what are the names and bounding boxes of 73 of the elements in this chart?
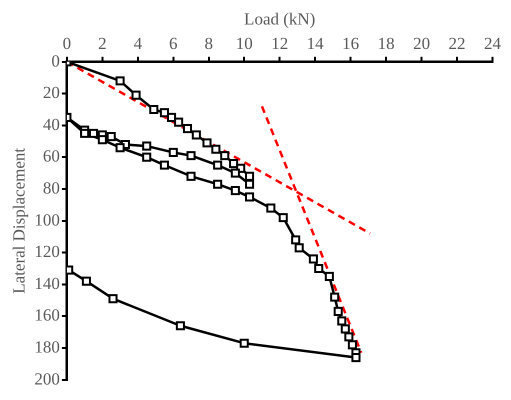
- point: [337, 316, 346, 326]
- point: [176, 321, 185, 330]
- x-tick-label: 22: [448, 34, 466, 54]
- point: [348, 340, 357, 350]
- x-tick-label: 2: [98, 34, 107, 54]
- point: [186, 172, 196, 181]
- x-axis-title: Load (kN): [244, 10, 316, 29]
- point: [202, 138, 212, 148]
- point: [211, 144, 220, 154]
- y-tick-label: 100: [34, 210, 60, 230]
- y-tick-label: 80: [42, 178, 60, 198]
- point: [116, 143, 125, 152]
- x-tick-label: 18: [378, 34, 395, 54]
- point: [229, 159, 238, 168]
- x-tick-label: 16: [342, 34, 360, 54]
- point: [106, 132, 116, 142]
- x-tick-label: 12: [271, 34, 288, 54]
- point: [344, 332, 354, 342]
- point: [149, 104, 158, 114]
- point: [174, 118, 184, 127]
- point: [142, 142, 152, 151]
- y-tick-label: 60: [42, 146, 60, 166]
- y-tick-label: 120: [34, 242, 60, 262]
- y-tick-label: 180: [34, 337, 60, 356]
- y-tick-label: 20: [42, 83, 60, 102]
- y-tick-label: 200: [34, 369, 60, 388]
- y-tick-label: 140: [34, 274, 60, 293]
- point: [132, 90, 141, 100]
- point: [240, 338, 249, 348]
- point: [334, 306, 343, 316]
- x-tick-label: 24: [484, 34, 502, 54]
- x-tick-label: 6: [169, 34, 178, 54]
- point: [142, 152, 152, 162]
- point: [330, 292, 340, 302]
- point: [291, 235, 300, 244]
- point: [80, 128, 90, 138]
- y-tick-label: 40: [42, 114, 60, 134]
- point: [213, 160, 222, 170]
- point: [166, 112, 176, 122]
- point: [220, 151, 230, 160]
- point: [308, 254, 318, 264]
- point: [192, 130, 201, 140]
- point: [340, 324, 350, 334]
- point: [230, 186, 240, 196]
- point: [324, 272, 334, 281]
- x-tick-label: 4: [134, 34, 143, 54]
- x-tick-label: 8: [204, 34, 214, 54]
- point: [294, 243, 304, 252]
- point: [168, 148, 178, 157]
- point: [116, 76, 125, 86]
- point: [314, 264, 324, 274]
- point: [213, 180, 222, 189]
- point: [98, 135, 107, 144]
- point: [160, 108, 169, 118]
- point: [278, 213, 288, 222]
- x-tick-label: 20: [413, 34, 430, 54]
- y-axis-title: Lateral Displacement: [10, 148, 29, 294]
- point: [182, 124, 192, 134]
- point: [108, 294, 118, 304]
- point: [160, 160, 169, 170]
- point: [266, 204, 276, 213]
- x-tick-label: 14: [306, 34, 324, 54]
- y-tick-label: 0: [51, 51, 60, 70]
- point: [88, 128, 98, 138]
- point: [82, 276, 91, 286]
- point: [245, 172, 254, 181]
- point: [351, 353, 360, 362]
- y-tick-label: 160: [34, 306, 60, 325]
- point: [186, 151, 196, 160]
- point: [245, 180, 254, 189]
- x-tick-label: 10: [236, 34, 253, 54]
- point: [245, 192, 254, 202]
- point: [230, 168, 240, 178]
